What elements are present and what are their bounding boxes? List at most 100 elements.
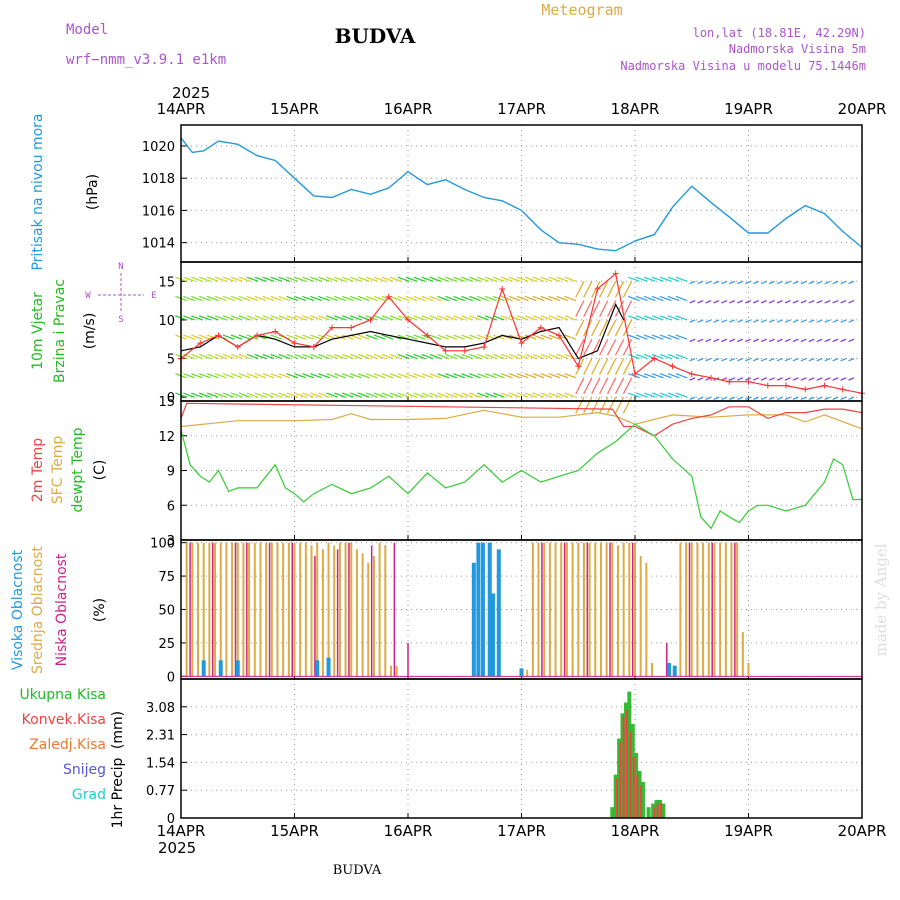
bottom-year: 2025 xyxy=(158,839,196,857)
wind-arrow xyxy=(262,295,275,302)
wind-arrow xyxy=(689,396,696,401)
wind-arrow xyxy=(516,315,529,321)
wind-arrow xyxy=(599,300,609,317)
wind-arrow xyxy=(516,295,529,302)
precip-bar-total xyxy=(620,713,625,818)
wind-arrow xyxy=(532,392,545,398)
precip-panel: 0 0.77 1.54 2.31 3.08 xyxy=(146,679,863,827)
wind-panel: 0 5 10 15 xyxy=(158,262,865,414)
wind-arrow xyxy=(760,338,767,343)
wind-arrow xyxy=(808,300,815,304)
cloud-bar-visoka xyxy=(667,662,672,677)
wind-speed-marker xyxy=(575,363,582,370)
cloud-panel: 0 25 50 75 100 xyxy=(150,537,863,685)
top-date-label: 19APR xyxy=(724,100,773,118)
bottom-date-ticks: 14APR 15APR 16APR 17APR 18APR 19APR 20APR xyxy=(157,822,887,840)
wind-arrow xyxy=(737,377,744,381)
wind-arrow xyxy=(373,295,386,302)
wind-arrow xyxy=(564,373,577,379)
wind-arrow xyxy=(636,295,648,302)
wind-arrow xyxy=(705,338,712,343)
wind-arrow xyxy=(729,396,736,401)
wind-arrow xyxy=(318,373,330,379)
wind-arrow xyxy=(453,353,465,360)
wind-arrow xyxy=(792,280,799,285)
wind-arrow xyxy=(575,338,585,356)
wind-arrow xyxy=(342,373,354,379)
wind-arrow xyxy=(784,396,791,401)
wind-arrow xyxy=(808,319,815,323)
wind-arrow xyxy=(697,319,704,323)
wind-speed-marker xyxy=(782,382,789,389)
wind-unit: (m/s) xyxy=(82,313,98,350)
wind-arrow xyxy=(389,295,402,302)
wind-arrow xyxy=(310,334,322,340)
wind-arrow xyxy=(816,300,823,304)
wind-arrow xyxy=(270,276,283,282)
precip-bar-total xyxy=(613,774,618,818)
legend-conv-rain: Konvek.Kisa xyxy=(22,712,106,728)
wind-arrow xyxy=(222,295,235,302)
wind-arrow xyxy=(318,353,330,360)
wind-arrow xyxy=(689,357,696,362)
wind-arrow xyxy=(206,353,219,360)
cloud-bar-niska xyxy=(734,542,736,677)
wind-arrow xyxy=(357,373,370,379)
cloud-bar-srednja xyxy=(594,542,597,677)
temperature-ytick-label: 12 xyxy=(158,430,175,445)
wind-arrow xyxy=(516,373,529,379)
wind-arrow xyxy=(628,353,640,360)
wind-arrow xyxy=(294,373,307,379)
wind-arrow xyxy=(294,295,307,302)
wind-arrow xyxy=(599,338,609,356)
wind-arrow xyxy=(421,295,434,302)
wind-arrow xyxy=(278,276,291,282)
wind-arrow xyxy=(675,295,688,302)
wind-speed-marker xyxy=(272,328,279,335)
wind-arrow xyxy=(453,334,465,340)
wind-arrow xyxy=(564,392,577,398)
wind-arrow xyxy=(800,357,807,362)
wind-arrow xyxy=(643,373,656,379)
wind-arrow xyxy=(238,392,251,398)
wind-arrow xyxy=(191,315,203,321)
wind-arrow xyxy=(278,392,291,398)
wind-arrow xyxy=(840,300,847,304)
wind-arrow xyxy=(365,295,378,302)
wind-arrow xyxy=(206,315,219,321)
wind-speed-marker xyxy=(215,332,222,339)
wind-arrow xyxy=(848,280,855,285)
wind-arrow xyxy=(334,315,346,321)
wind-arrow xyxy=(607,300,617,317)
wind-arrow xyxy=(214,315,227,321)
wind-arrow xyxy=(667,392,680,398)
wind-arrow xyxy=(302,276,315,282)
precip-bar-conv xyxy=(629,731,632,818)
wind-arrow xyxy=(643,334,656,340)
wind-arrow xyxy=(485,373,497,379)
wind-arrow xyxy=(607,396,617,414)
wind-speed-marker xyxy=(442,347,449,354)
cloud-bar-srednja xyxy=(287,542,290,677)
wind-arrow xyxy=(437,392,450,398)
wind-arrow xyxy=(461,276,473,282)
wind-arrow xyxy=(768,300,775,304)
legend-frozen-rain: Zaledj.Kisa xyxy=(29,737,106,753)
cloud-bar-niska xyxy=(586,542,589,677)
top-year: 2025 xyxy=(172,84,210,102)
wind-arrow xyxy=(556,373,569,379)
cloud-bar-srednja xyxy=(282,542,285,677)
wind-arrow xyxy=(792,357,799,362)
wind-arrow xyxy=(737,357,744,362)
wind-arrow xyxy=(667,373,680,379)
wind-arrow xyxy=(222,276,235,282)
wind-arrow xyxy=(832,300,839,304)
cloud-bar-srednja xyxy=(236,542,239,677)
wind-ytick-label: 10 xyxy=(158,314,175,329)
wind-arrow xyxy=(413,295,426,302)
wind-arrow xyxy=(191,276,203,282)
wind-arrow xyxy=(397,295,410,302)
wind-arrow xyxy=(310,392,322,398)
cloud-ytick-label: 50 xyxy=(158,604,175,619)
top-date-ticks: 14APR 15APR 16APR 17APR 18APR 19APR 20APR xyxy=(157,100,887,118)
